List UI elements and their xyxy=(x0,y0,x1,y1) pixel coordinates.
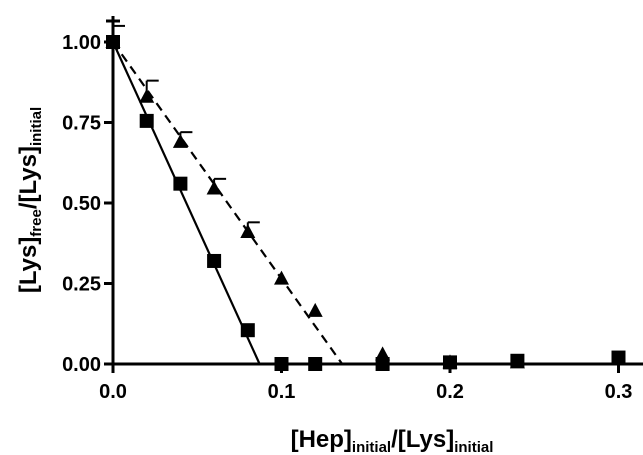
square-marker xyxy=(173,176,188,191)
y-tick-label: 0.75 xyxy=(62,113,101,135)
triangle-marker xyxy=(206,180,222,195)
x-tick-label: 0.0 xyxy=(99,381,127,403)
x-tick-label: 0.1 xyxy=(268,381,296,403)
tick-labels: 0.00 0.25 0.50 0.75 1.00 0.0 0.1 0.2 0.3 xyxy=(62,32,632,403)
y-tick-label: 0.00 xyxy=(62,354,101,376)
square-marker xyxy=(207,253,222,268)
y-tick-label: 1.00 xyxy=(62,32,101,54)
error-bars xyxy=(106,16,260,232)
triangle-fit-line xyxy=(112,41,344,365)
x-tick-label: 0.2 xyxy=(436,381,464,403)
triangle-marker xyxy=(375,346,391,361)
square-marker xyxy=(240,323,255,338)
triangle-marker xyxy=(274,270,289,285)
fit-lines xyxy=(111,41,344,365)
y-axis-title: [Lys]free/[Lys]initial xyxy=(15,107,45,293)
triangle-marker xyxy=(240,223,256,238)
square-marker xyxy=(139,113,154,128)
axes xyxy=(104,16,643,373)
triangle-marker xyxy=(139,88,155,103)
y-tick-label: 0.50 xyxy=(62,193,101,215)
x-axis-title: [Hep]initial/[Lys]initial xyxy=(291,426,494,455)
triangle-marker xyxy=(307,302,323,317)
x-tick-label: 0.3 xyxy=(605,381,633,403)
data-markers xyxy=(105,34,626,371)
square-marker xyxy=(611,350,626,365)
y-tick-label: 0.25 xyxy=(62,274,101,296)
square-fit-line xyxy=(111,41,261,365)
triangle-marker xyxy=(172,133,188,148)
